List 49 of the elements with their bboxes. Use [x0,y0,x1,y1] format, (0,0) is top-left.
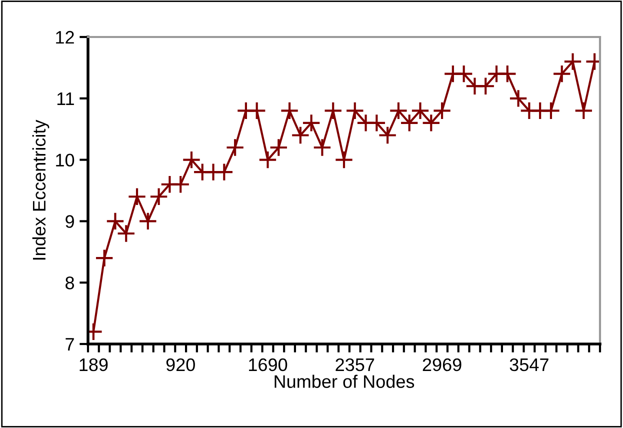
point [346,101,364,120]
point [94,248,114,268]
point [574,101,594,120]
x-tick-label: 2969 [422,358,462,372]
point [498,64,517,84]
x-tick-label: 1690 [249,358,288,372]
y-tick-label: 9 [66,215,74,228]
point [138,212,158,231]
point [324,101,342,120]
point [182,150,201,170]
point [400,114,419,132]
point [334,150,354,170]
y-tick-label: 10 [56,154,74,167]
point [226,138,244,157]
point [171,174,190,194]
point [128,187,146,206]
y-tick-label: 11 [57,92,74,105]
point [280,101,299,120]
y-tick-label: 8 [66,276,74,290]
point [106,212,125,231]
x-tick-label: 2357 [336,358,374,372]
x-tick-label: 3547 [510,358,548,372]
point [269,138,288,157]
point [432,101,452,120]
point [116,224,136,243]
point [149,187,168,206]
point [312,138,332,157]
x-tick-label: 189 [80,358,108,372]
point [454,64,474,84]
point [410,101,430,120]
point [378,126,397,145]
point [291,126,310,145]
y-axis-title: Index Eccentricity [32,120,50,260]
point [422,114,441,132]
point [563,52,582,71]
point [476,76,495,96]
x-axis-title: Number of Nodes [274,374,414,388]
point [258,150,278,170]
y-tick-label: 7 [66,338,74,351]
point [367,114,386,132]
point [508,89,528,108]
point [302,114,321,132]
point [389,101,408,120]
y-tick-label: 12 [56,30,74,44]
point [542,101,560,120]
point [214,162,234,182]
x-tick-label: 920 [166,358,195,372]
point [247,101,266,120]
point [552,64,572,84]
